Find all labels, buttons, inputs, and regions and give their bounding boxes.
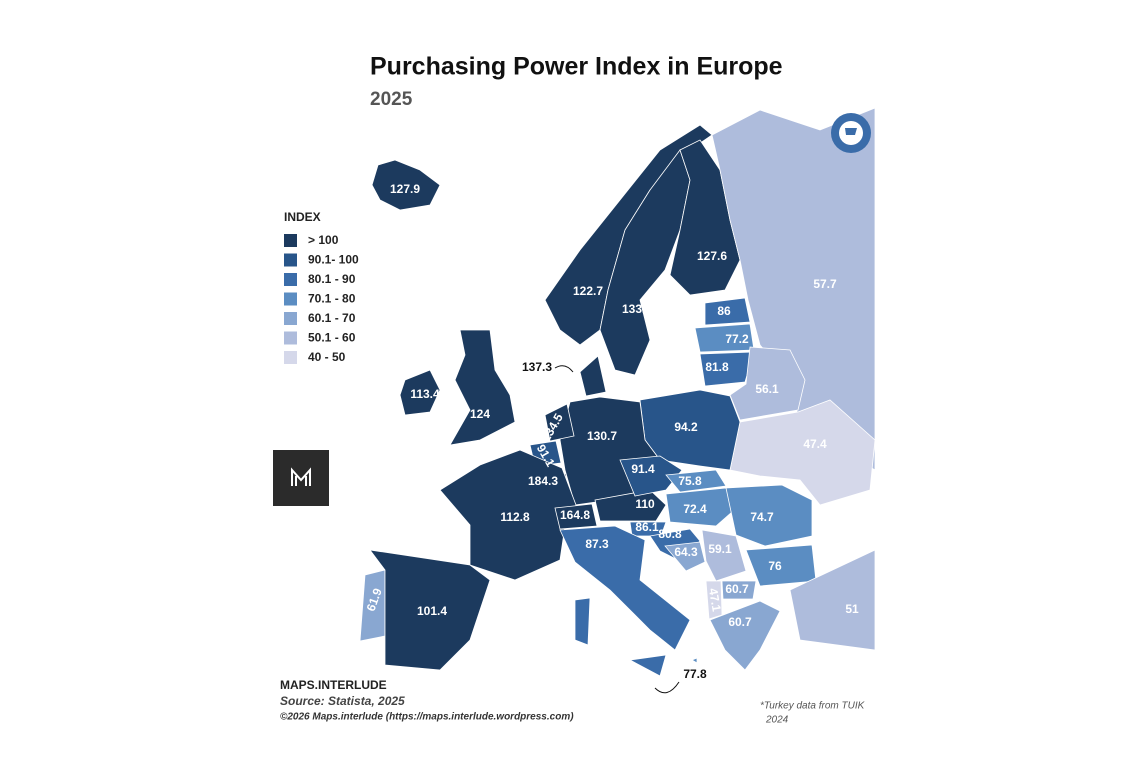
region-label: 59.1 [708,542,732,556]
region-label: 91.4 [631,462,655,476]
region-label: 113.4 [410,387,440,401]
region [701,529,747,582]
region-label: 47.4 [803,437,827,451]
legend-swatch [284,331,297,345]
region-label: 47.1 [706,587,724,613]
region-label: 130.7 [587,429,617,443]
region [439,449,577,581]
region [554,503,598,530]
legend-label: 90.1- 100 [308,253,359,267]
region-label: 56.1 [755,382,779,396]
legend-swatch [284,234,297,247]
region [729,346,806,421]
legend: > 100 90.1- 100 80.1 - 90 70.1 - 80 60.1 - 7… [284,233,359,364]
source: Source: Statista, 2025 [280,694,405,708]
region-label: 124 [470,407,490,421]
title: Purchasing Power Index in Europe [370,53,783,81]
region-label: 76 [768,559,782,573]
logo-mark [291,467,311,486]
legend-swatch [284,292,297,306]
legend-swatch [284,351,297,364]
region [691,657,698,664]
region [559,525,691,677]
region-label: 57.7 [813,277,837,291]
regions [359,107,876,677]
region [449,329,516,446]
region-label: 127.9 [390,182,420,196]
region [729,399,876,506]
region-label: 77.2 [725,332,749,346]
note: *Turkey data from TUIK [760,701,866,712]
region [725,484,813,547]
legend-label: > 100 [308,233,339,247]
legend-label: 60.1 - 70 [308,311,356,325]
note: 2024 [765,715,789,726]
region [579,355,607,397]
subtitle: 2025 [370,89,413,110]
region [371,159,441,211]
legend-label: 50.1 - 60 [308,331,356,345]
region-label: 164.8 [560,508,590,522]
region-label: 184.3 [528,474,558,488]
region-label: 60.7 [728,615,752,629]
arrow [554,365,574,373]
region-label: 137.3 [522,360,552,374]
region-label: 72.4 [683,502,707,516]
region [709,600,781,671]
region [399,369,441,416]
copyright: ©2026 Maps.interlude (https://maps.inter… [280,712,574,723]
region-label: 133.8 [622,302,652,316]
region [704,297,751,326]
brand: MAPS.INTERLUDE [280,678,387,692]
region-label: 94.2 [674,420,698,434]
region-label: 86 [717,304,731,318]
region-label: 86.1 [635,520,659,534]
region-label: 81.8 [705,360,729,374]
region-label: 77.8 [683,667,707,681]
region [544,403,575,442]
region [789,549,876,651]
legend-label: 70.1 - 80 [308,292,356,306]
region [664,541,706,572]
region-label: 112.8 [500,510,530,524]
region-label: 122.7 [573,284,603,298]
region [699,351,755,387]
legend-title: INDEX [284,210,321,224]
legend-label: 40 - 50 [308,350,346,364]
logo [273,450,329,506]
region-label: 51 [845,602,859,616]
region-label: 127.6 [697,249,727,263]
region-label: 75.8 [678,474,702,488]
legend-swatch [284,312,297,325]
region [705,580,723,620]
region-label: 110 [635,497,655,511]
region-label: 64.3 [674,545,698,559]
legend-swatch [284,253,297,267]
region [665,487,741,527]
region-label: 80.8 [658,527,682,541]
region-label: 74.7 [750,510,774,524]
region [369,549,491,671]
region-label: 60.7 [725,582,749,596]
legend-swatch [284,273,297,286]
legend-label: 80.1 - 90 [308,272,356,286]
region-label: 101.4 [417,604,447,618]
region [721,580,757,600]
cart-icon [845,128,857,135]
arrow [654,681,680,694]
region-label: 87.3 [585,537,609,551]
region [665,469,727,493]
